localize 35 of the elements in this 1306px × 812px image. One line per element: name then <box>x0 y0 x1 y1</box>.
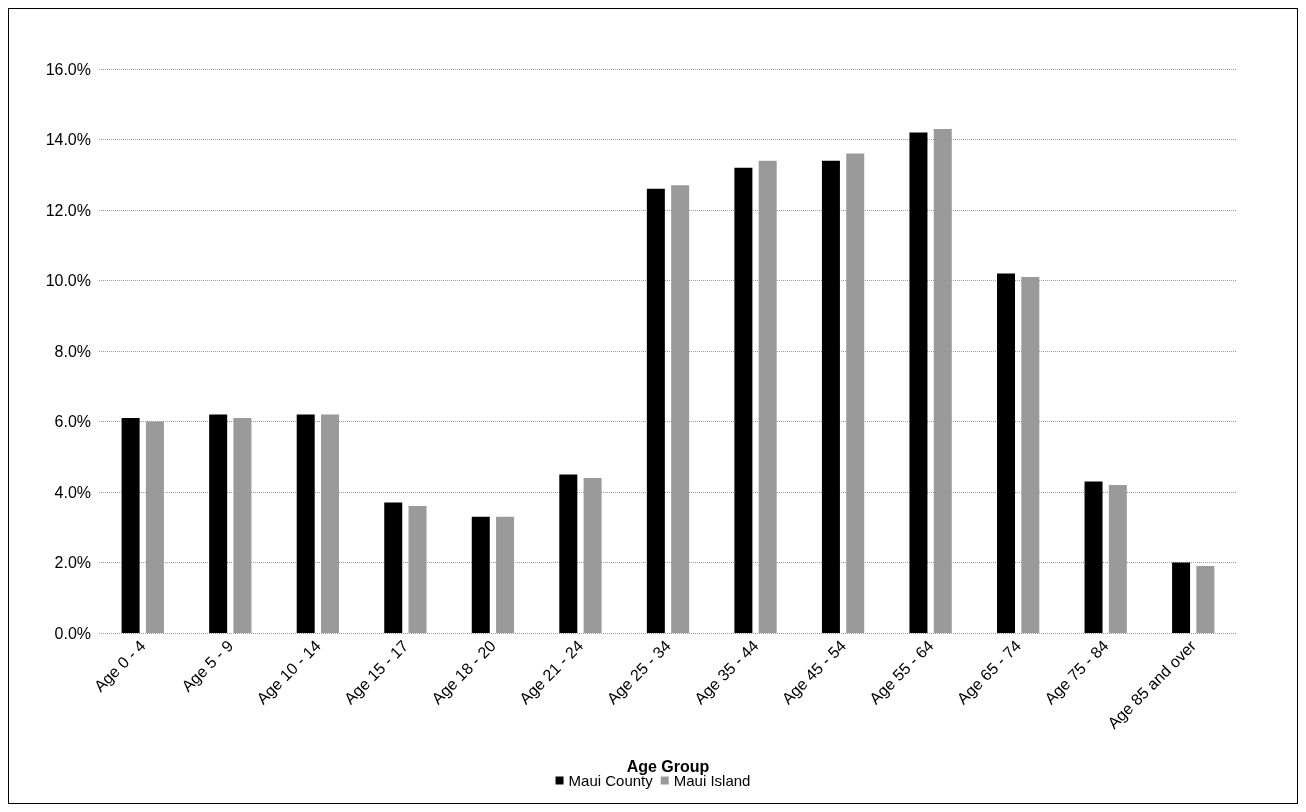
y-tick-label: 0.0% <box>54 624 91 642</box>
bar <box>121 417 140 633</box>
y-tick-label: 10.0% <box>45 272 91 289</box>
x-tick-label: Age 65 - 74 <box>953 636 1025 708</box>
x-axis-title: Age Group <box>626 757 710 775</box>
bar <box>384 502 403 633</box>
bar <box>909 132 928 633</box>
x-tick-label: Age 0 - 4 <box>90 636 149 695</box>
bar <box>296 414 315 633</box>
y-tick-label: 14.0% <box>45 131 91 148</box>
x-tick-label: Age 35 - 44 <box>691 636 762 708</box>
bar <box>471 516 490 633</box>
x-tick-label: Age 25 - 34 <box>603 636 675 708</box>
x-tick-label: Age 18 - 20 <box>428 636 499 708</box>
bar <box>734 167 753 633</box>
x-tick-label: Age 5 - 9 <box>178 636 237 695</box>
y-tick-label: 16.0% <box>45 60 91 78</box>
x-tick-label: Age 15 - 17 <box>340 636 412 708</box>
bar <box>997 273 1015 633</box>
x-tick-label: Age 75 - 84 <box>1041 636 1112 708</box>
x-tick-label: Age 10 - 14 <box>253 636 324 708</box>
y-tick-label: 12.0% <box>45 201 91 219</box>
x-tick-label: Age 55 - 64 <box>866 636 937 708</box>
y-tick-label: 4.0% <box>54 483 91 501</box>
y-tick-label: 2.0% <box>54 554 91 571</box>
y-tick-label: 6.0% <box>54 413 91 430</box>
bar <box>1172 562 1191 633</box>
bar <box>646 188 665 633</box>
bar <box>209 414 228 633</box>
bar <box>821 160 840 633</box>
bar <box>559 474 578 633</box>
x-tick-label: Age 21 - 24 <box>516 636 587 708</box>
y-tick-label: 8.0% <box>54 342 91 360</box>
x-tick-label: Age 45 - 54 <box>778 636 850 708</box>
bar <box>1084 481 1103 633</box>
